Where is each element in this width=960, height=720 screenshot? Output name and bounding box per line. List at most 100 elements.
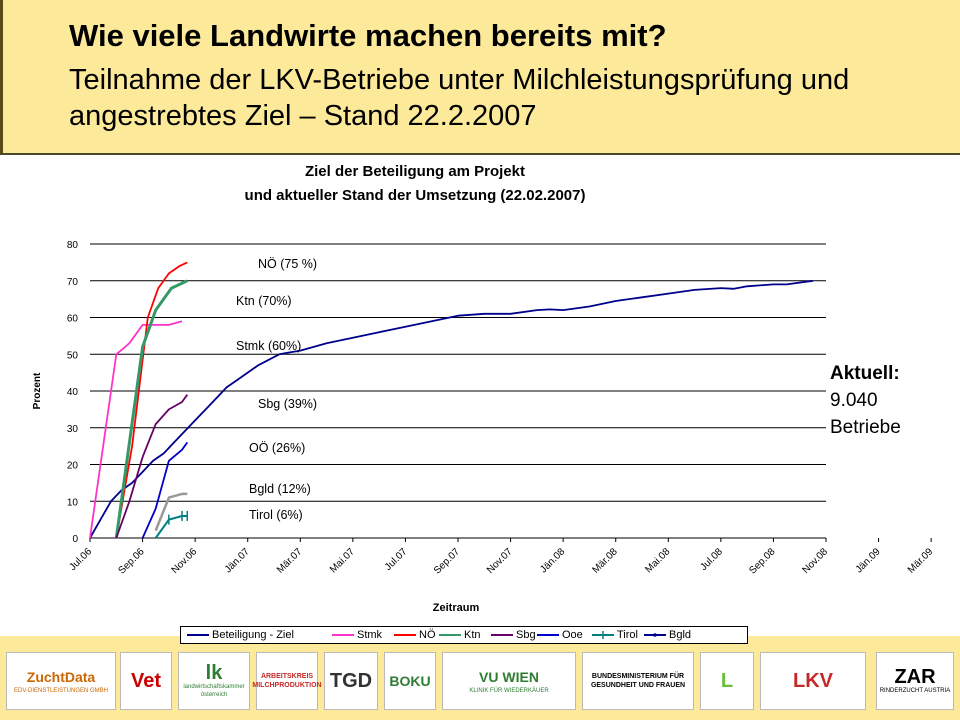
legend-item: Sbg [491,628,536,642]
legend-label: Ktn [464,629,481,641]
header-divider [0,153,960,155]
y-tick-label: 0 [72,534,78,545]
series-line-sbg [115,394,189,539]
y-tick-label: 50 [67,350,79,361]
series-line-ktn [114,279,188,539]
x-tick-label: Mär.07 [275,546,305,576]
x-tick-label: Sep.08 [747,546,777,576]
series-annotation: Sbg (39%) [258,397,317,411]
x-tick-label: Nov.07 [485,546,515,576]
chart-legend: Beteiligung - Ziel Stmk NÖ Ktn Sbg Ooe Tirol Bg… [180,626,748,644]
y-tick-label: 80 [67,240,79,251]
logo-lkv: LKV [760,652,866,710]
legend-swatch [332,634,354,636]
logo-subtext: landwirtschaftskammer österreich [183,684,245,698]
logo-boku: BOKU [384,652,436,710]
series-line-bgld [154,492,188,532]
chart-title-line2: und aktueller Stand der Umsetzung (22.02… [244,187,586,204]
logo-text: VU WIEN [479,669,539,685]
logo-text: ZAR [894,666,936,688]
x-tick-label: Mär.08 [590,546,620,576]
y-tick-label: 10 [67,497,79,508]
current-status: Aktuell: 9.040 Betriebe [830,360,901,441]
x-tick-label: Nov.06 [170,546,200,576]
series-line-stmk [89,320,183,539]
legend-item: Stmk [332,628,382,642]
series-annotation: Stmk (60%) [236,339,301,353]
y-tick-label: 30 [67,424,79,435]
y-tick-label: 60 [67,314,79,325]
legend-item: Beteiligung - Ziel [187,628,294,642]
chart-title-line1: Ziel der Beteiligung am Projekt [304,163,526,180]
legend-swatch [592,631,614,639]
x-tick-label: Sep.07 [432,546,462,576]
legend-swatch [491,634,513,636]
x-tick-label: Jul.08 [698,546,725,573]
legend-item: Ooe [537,628,583,642]
logo-vuw: VU WIEN KLINIK FÜR WIEDERKÄUER [442,652,576,710]
series-line-beteiligung-ziel [89,279,814,539]
series-line-n- [115,261,188,539]
legend-item: Tirol [592,628,638,642]
logo-subtext: EDV-DIENSTLEISTUNGEN GMBH [13,688,108,694]
logo-text: BUNDESMINISTERIUM FÜR GESUNDHEIT UND FRA… [590,673,686,689]
logo-text: L [720,670,734,692]
current-status-label: Aktuell: [830,363,900,384]
logo-text: ARBEITSKREIS MILCHPRODUKTION [252,673,322,689]
logo-bmgf: BUNDESMINISTERIUM FÜR GESUNDHEIT UND FRA… [582,652,694,710]
legend-swatch [537,634,559,636]
legend-item: Bgld [644,628,691,642]
x-tick-label: Sep.06 [116,546,146,576]
logo-text: LKV [793,670,833,692]
logo-subtext: KLINIK FÜR WIEDERKÄUER [469,688,549,694]
legend-item: NÖ [394,628,436,642]
slide-header: Wie viele Landwirte machen bereits mit? … [0,0,960,153]
legend-swatch [439,634,461,636]
logo-vet: Vet [120,652,172,710]
current-status-unit: Betriebe [830,417,901,438]
legend-swatch [187,634,209,636]
logo-lebensministerium: L [700,652,754,710]
series-line-tirol [154,515,188,539]
logo-zuchtdata: ZuchtData EDV-DIENSTLEISTUNGEN GMBH [6,652,116,710]
current-status-value: 9.040 [830,390,878,411]
legend-swatch [644,633,666,637]
series-annotation: Tirol (6%) [249,508,303,522]
legend-label: Beteiligung - Ziel [212,629,294,641]
x-tick-label: Jän.07 [223,546,252,575]
legend-label: Bgld [669,629,692,641]
legend-item: Ktn [439,628,481,642]
legend-marker [653,633,657,637]
x-tick-label: Jul.06 [67,546,94,573]
y-tick-label: 40 [67,387,79,398]
series-annotation: Ktn (70%) [236,294,292,308]
x-tick-label: Nov.08 [800,546,830,576]
legend-label: Stmk [357,629,383,641]
slide-title: Wie viele Landwirte machen bereits mit? [69,18,667,53]
logo-text: BOKU [389,673,431,689]
logo-arbeitskreis: ARBEITSKREIS MILCHPRODUKTION [252,652,322,710]
logo-text: lk [205,662,223,684]
x-tick-label: Jän.08 [538,546,567,575]
x-tick-label: Mär.09 [906,546,936,576]
series-annotation: Bgld (12%) [249,482,311,496]
chart-title: Ziel der Beteiligung am Projekt und aktu… [90,160,740,208]
series-line-ooe [141,441,189,539]
legend-label: Sbg [516,629,536,641]
x-tick-label: Mai.08 [643,546,672,575]
legend-label: Tirol [617,629,638,641]
x-axis-label: Zeitraum [433,602,480,614]
logo-lk: lk landwirtschaftskammer österreich [178,652,250,710]
legend-label: Ooe [562,629,583,641]
x-tick-label: Jul.07 [383,546,410,573]
y-axis-label: Prozent [32,372,43,409]
logo-tgd: TGD [324,652,378,710]
slide-subtitle: Teilnahme der LKV-Betriebe unter Milchle… [69,64,850,132]
series-annotation: NÖ (75 %) [258,257,317,271]
logo-text: TGD [329,670,373,692]
logo-text: ZuchtData [26,669,96,685]
series-annotation: OÖ (26%) [249,441,305,455]
logo-subtext: RINDERZUCHT AUSTRIA [879,688,951,694]
legend-label: NÖ [419,629,436,641]
